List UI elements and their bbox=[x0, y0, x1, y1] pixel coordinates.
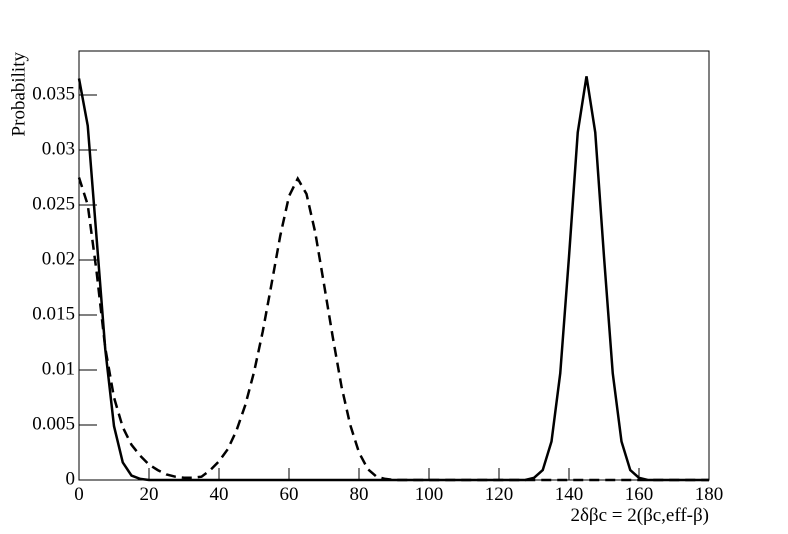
x-tick-label: 140 bbox=[555, 484, 584, 505]
y-tick-label: 0.035 bbox=[32, 83, 75, 104]
x-tick-label: 180 bbox=[695, 484, 724, 505]
x-tick-label: 60 bbox=[280, 484, 299, 505]
x-tick-label: 160 bbox=[625, 484, 654, 505]
x-tick-label: 120 bbox=[485, 484, 514, 505]
y-tick-label: 0.01 bbox=[42, 358, 75, 379]
x-tick-label: 80 bbox=[350, 484, 369, 505]
y-tick-label: 0.005 bbox=[32, 413, 75, 434]
x-axis-label: 2δβc = 2(βc,eff-β) bbox=[570, 505, 709, 526]
series-line bbox=[77, 175, 709, 482]
y-tick-label: 0 bbox=[66, 468, 76, 489]
y-axis-label: Probability bbox=[8, 52, 29, 137]
series-line bbox=[77, 76, 709, 482]
y-tick-label: 0.015 bbox=[32, 303, 75, 324]
y-tick-label: 0.02 bbox=[42, 248, 75, 269]
y-tick-label: 0.03 bbox=[42, 138, 75, 159]
y-tick-label: 0.025 bbox=[32, 193, 75, 214]
x-tick-label: 0 bbox=[74, 484, 84, 505]
plot-frame bbox=[78, 50, 710, 481]
x-tick-label: 40 bbox=[210, 484, 229, 505]
x-tick-label: 20 bbox=[140, 484, 159, 505]
x-tick-label: 100 bbox=[415, 484, 444, 505]
